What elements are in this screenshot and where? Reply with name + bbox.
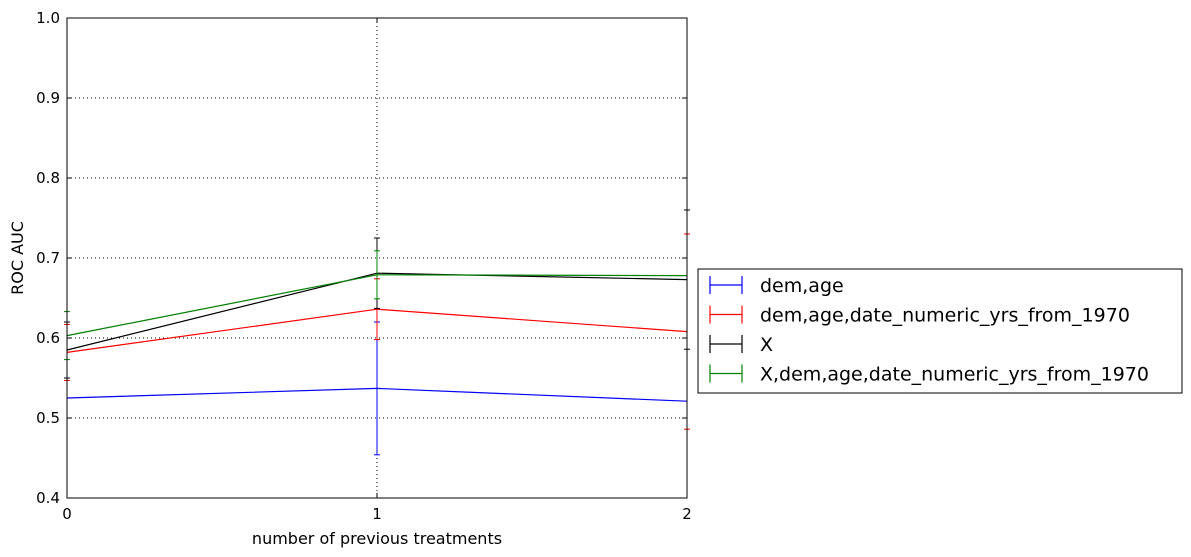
- axis-ticks: 0.4 0.5 0.6 0.7 0.8 0.9 1.0 0 1 2: [36, 9, 692, 523]
- y-tick-label: 1.0: [36, 9, 60, 27]
- y-tick-label: 0.6: [36, 329, 60, 347]
- legend-label: dem,age: [760, 275, 844, 297]
- y-tick-label: 0.8: [36, 169, 60, 187]
- y-tick-label: 0.7: [36, 249, 60, 267]
- y-tick-label: 0.5: [36, 409, 60, 427]
- legend-box: [697, 268, 1183, 394]
- x-tick-label: 1: [372, 505, 382, 523]
- y-tick-label: 0.4: [36, 489, 60, 507]
- x-tick-label: 0: [62, 505, 72, 523]
- legend: dem,age dem,age,date_numeric_yrs_from_197…: [697, 268, 1183, 394]
- legend-label: dem,age,date_numeric_yrs_from_1970: [760, 305, 1130, 327]
- legend-label: X,dem,age,date_numeric_yrs_from_1970: [760, 364, 1149, 386]
- x-axis-label: number of previous treatments: [252, 529, 502, 548]
- y-tick-label: 0.9: [36, 89, 60, 107]
- y-axis-label: ROC AUC: [8, 221, 27, 295]
- legend-label: X: [760, 334, 773, 356]
- x-tick-label: 2: [682, 505, 692, 523]
- error-bars: [64, 209, 690, 456]
